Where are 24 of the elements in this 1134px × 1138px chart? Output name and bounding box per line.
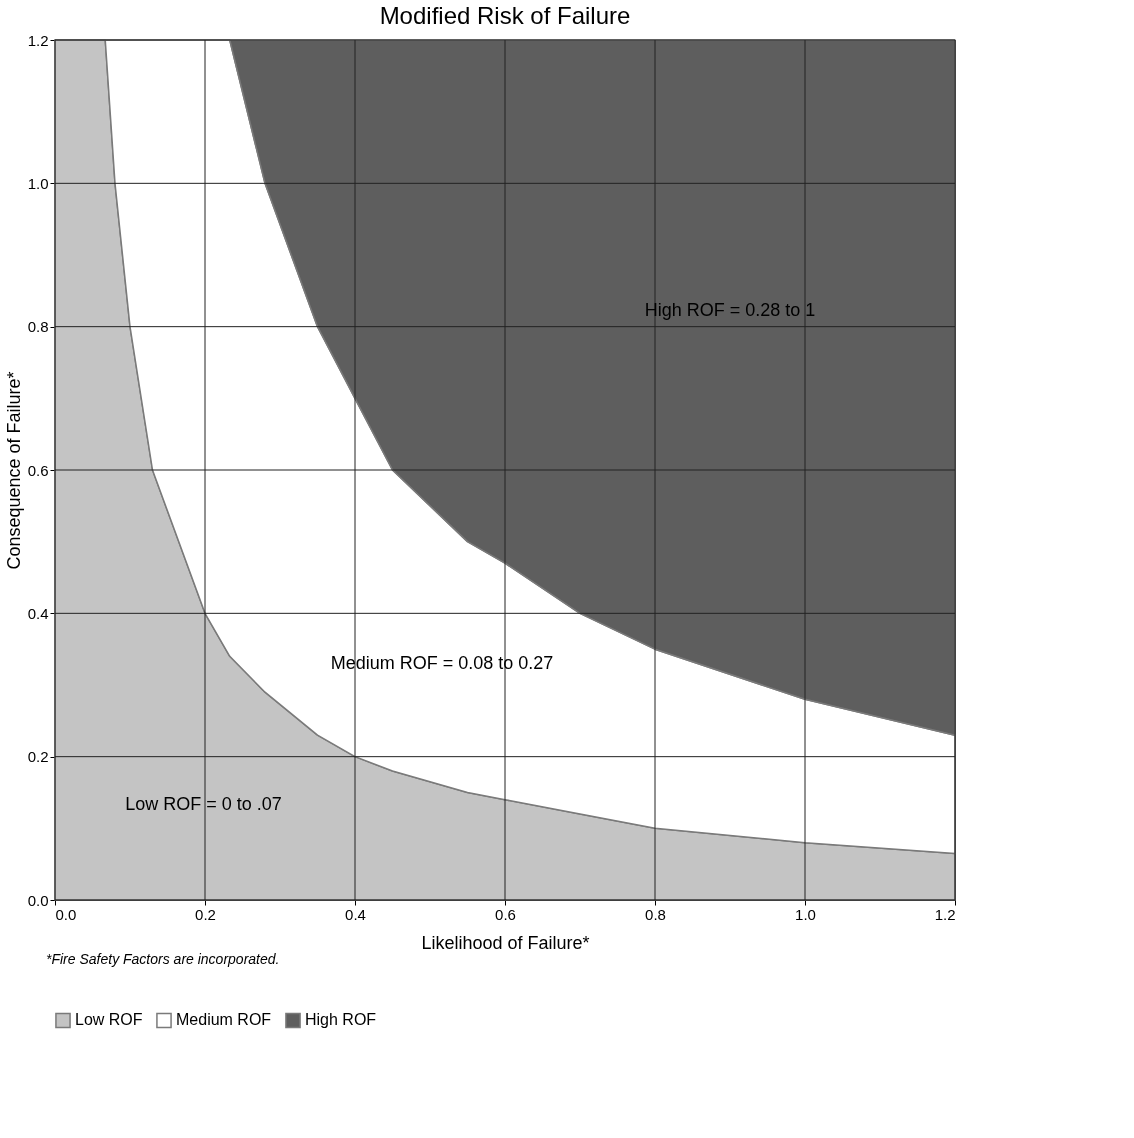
y-tick-label: 0.6 — [27, 461, 49, 479]
x-tick-label: 0.8 — [645, 905, 666, 923]
annotation: Medium ROF = 0.08 to 0.27 — [330, 652, 554, 673]
y-tick-label: 1.2 — [27, 31, 49, 49]
y-tick-label: 0.2 — [27, 748, 49, 766]
y-tick-label: 1.0 — [27, 174, 49, 192]
annotation: High ROF = 0.28 to 1 — [644, 299, 816, 320]
x-tick-label: 0.0 — [55, 905, 77, 923]
x-tick-label: 0.4 — [345, 905, 366, 923]
y-tick-label: 0.4 — [27, 604, 49, 622]
legend-label: Medium ROF — [176, 1011, 272, 1029]
legend-label: Low ROF — [75, 1011, 143, 1029]
x-tick-label: 0.6 — [495, 905, 516, 923]
x-tick-label: 1.0 — [795, 905, 816, 923]
annotation: Low ROF = 0 to .07 — [125, 794, 282, 815]
chart-title: Modified Risk of Failure — [379, 2, 631, 29]
x-tick-label: 1.2 — [934, 905, 956, 923]
legend-label: High ROF — [305, 1011, 377, 1029]
x-tick-label: 0.2 — [195, 905, 216, 923]
y-tick-label: 0.8 — [27, 318, 49, 336]
y-tick-label: 0.0 — [27, 891, 49, 909]
text: *Fire Safety Factors are incorporated. — [46, 951, 280, 967]
x-axis-title: Likelihood of Failure* — [421, 932, 590, 953]
y-axis-title: Consequence of Failure* — [3, 371, 24, 570]
